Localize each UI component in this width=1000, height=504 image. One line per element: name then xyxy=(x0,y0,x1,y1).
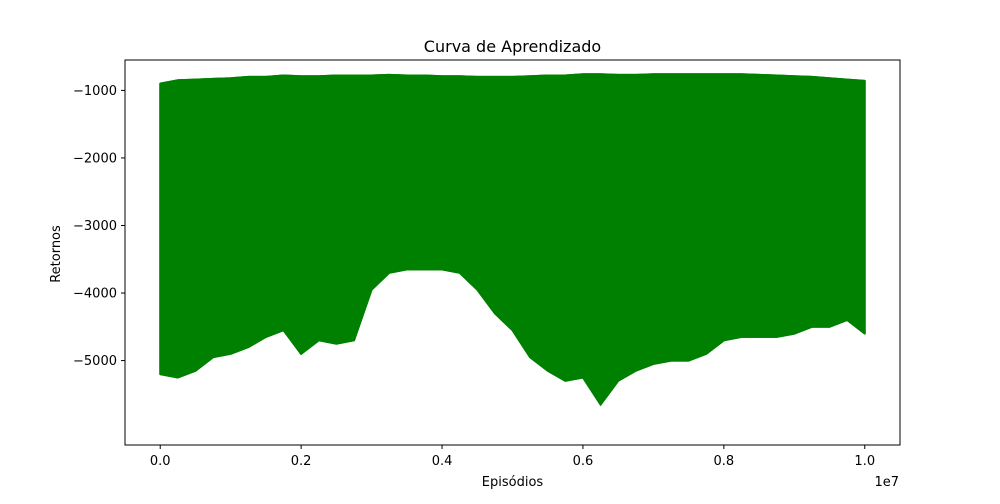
y-axis-label: Retornos xyxy=(49,225,64,283)
series-band xyxy=(159,73,866,406)
plot-frame xyxy=(124,59,901,446)
y-tick-label: −4000 xyxy=(73,287,117,302)
y-tick-label: −3000 xyxy=(73,219,117,234)
plot-layer xyxy=(159,73,866,407)
x-axis-label: Episódios xyxy=(482,475,544,490)
x-axis-ticks: 0.0 0.2 0.4 0.6 0.8 1.0 xyxy=(150,445,875,469)
x-tick-label: 0.6 xyxy=(573,454,594,469)
y-axis-ticks: −5000 −4000 −3000 −2000 −1000 xyxy=(73,84,125,369)
chart-title: Curva de Aprendizado xyxy=(424,37,601,56)
series-line-lower xyxy=(160,268,866,407)
x-tick-label: 0.8 xyxy=(714,454,735,469)
x-tick-label: 0.4 xyxy=(432,454,453,469)
y-tick-label: −1000 xyxy=(73,84,117,99)
series-line-upper xyxy=(160,73,865,85)
y-tick-label: −2000 xyxy=(73,151,117,166)
y-tick-label: −5000 xyxy=(73,354,117,369)
x-tick-label: 1.0 xyxy=(854,454,875,469)
x-axis-offset-label: 1e7 xyxy=(874,475,899,490)
x-tick-label: 0.2 xyxy=(291,454,312,469)
x-tick-label: 0.0 xyxy=(150,454,171,469)
